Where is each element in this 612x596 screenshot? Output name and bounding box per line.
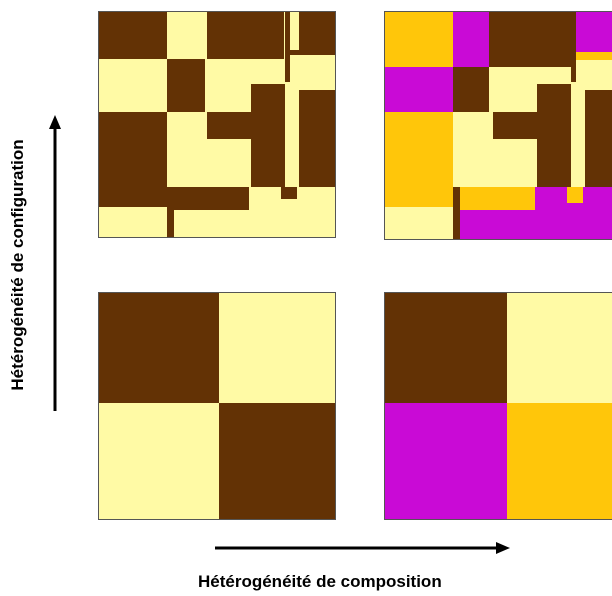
- patch-brown: [285, 12, 290, 82]
- patch-brown: [207, 112, 251, 139]
- patch-magenta: [385, 403, 507, 519]
- panel-complex-four-colors: [384, 11, 612, 240]
- panel-simple-two-colors-graphic: [99, 293, 335, 519]
- patch-brown: [251, 84, 285, 187]
- panel-simple-four-colors-graphic: [385, 293, 612, 519]
- patch-brown: [385, 293, 507, 403]
- patch-brown: [299, 90, 335, 187]
- patch-magenta: [385, 67, 453, 112]
- patch-brown: [99, 12, 167, 59]
- patch-brown: [99, 293, 219, 403]
- patch-magenta: [453, 210, 612, 239]
- panel-simple-four-colors: [384, 292, 612, 520]
- patch-brown: [167, 59, 205, 112]
- patch-orange: [460, 187, 535, 210]
- patch-orange: [385, 12, 453, 67]
- panel-complex-two-colors-graphic: [99, 12, 335, 237]
- patch-brown: [285, 50, 335, 55]
- panel-complex-four-colors-graphic: [385, 12, 612, 239]
- patch-orange: [576, 52, 612, 60]
- y-axis-arrow: [49, 115, 61, 411]
- patch-brown: [167, 187, 249, 210]
- panel-simple-two-colors: [98, 292, 336, 520]
- patch-magenta: [576, 12, 612, 52]
- patch-brown: [99, 112, 167, 207]
- patch-orange: [385, 112, 453, 207]
- y-axis-label: Hétérogénéité de configuration: [8, 139, 27, 391]
- patch-cream: [507, 293, 612, 403]
- patch-brown: [489, 12, 571, 67]
- patch-brown: [207, 12, 284, 59]
- panel-complex-two-colors: [98, 11, 336, 238]
- x-axis-arrow: [215, 542, 510, 554]
- patch-orange: [507, 403, 612, 519]
- patch-brown: [167, 187, 174, 237]
- patch-brown: [453, 187, 460, 239]
- patch-orange: [567, 187, 583, 203]
- patch-brown: [493, 112, 537, 139]
- patch-brown: [537, 84, 571, 187]
- patch-cream: [219, 293, 335, 403]
- patch-cream: [99, 403, 219, 519]
- patch-brown: [299, 12, 335, 52]
- patch-brown: [453, 67, 489, 112]
- x-axis-label: Hétérogénéité de composition: [198, 572, 442, 591]
- patch-brown: [571, 12, 576, 82]
- patch-brown: [281, 187, 297, 199]
- patch-magenta: [453, 12, 489, 67]
- patch-brown: [219, 403, 335, 519]
- patch-brown: [585, 90, 612, 187]
